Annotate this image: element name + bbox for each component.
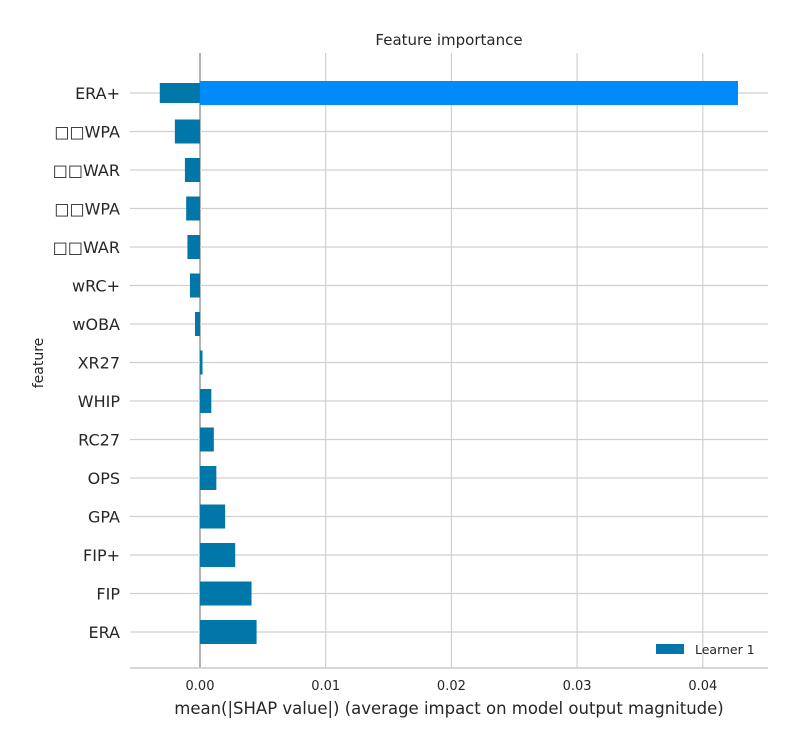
x-tick-label: 0.02 [437,679,466,694]
grid-lines [130,53,768,668]
bar [187,235,200,259]
y-tick-labels: ERA+ □□WPA □□WAR □□WPA □□WAR wRC+ wOBA XR27 WHIP… [53,84,121,642]
bar [195,312,200,336]
x-tick-label: 0.01 [311,679,340,694]
y-tick-label: □□WPA [54,200,120,219]
y-tick-label: RC27 [78,431,120,450]
bar [200,543,235,567]
y-tick-label: □□WAR [53,161,120,180]
x-axis-label: mean(|SHAP value|) (average impact on mo… [174,699,724,718]
x-tick-label: 0.03 [563,679,592,694]
bar [200,81,738,105]
legend-label: Learner 1 [695,642,755,657]
y-tick-label: XR27 [78,354,120,373]
y-tick-label: GPA [88,508,120,527]
y-tick-label: □□WAR [53,238,120,257]
y-tick-label: wOBA [72,315,120,334]
y-tick-label: □□WPA [54,123,120,142]
y-tick-label: FIP+ [83,546,120,565]
legend-swatch [656,644,684,654]
bar [200,389,211,413]
bar [200,505,225,529]
bar [200,428,214,452]
bar [186,197,200,221]
bar [175,120,200,144]
bar [190,274,200,298]
y-tick-label: ERA+ [75,84,120,103]
x-tick-labels: 0.00 0.01 0.02 0.03 0.04 [186,679,718,694]
x-tick-label: 0.00 [186,679,215,694]
bar [200,582,252,606]
bar [200,351,203,375]
bar [200,620,257,644]
y-tick-label: FIP [96,585,120,604]
y-axis-label: feature [31,338,47,389]
y-tick-label: OPS [88,469,120,488]
y-tick-label: ERA [88,623,120,642]
y-tick-label: wRC+ [72,277,120,296]
bar [200,466,216,490]
y-tick-label: WHIP [78,392,121,411]
bar-negative-segment [160,83,200,103]
legend: Learner 1 [656,642,755,657]
x-tick-label: 0.04 [688,679,717,694]
bar [185,158,200,182]
chart-title: Feature importance [375,31,522,49]
